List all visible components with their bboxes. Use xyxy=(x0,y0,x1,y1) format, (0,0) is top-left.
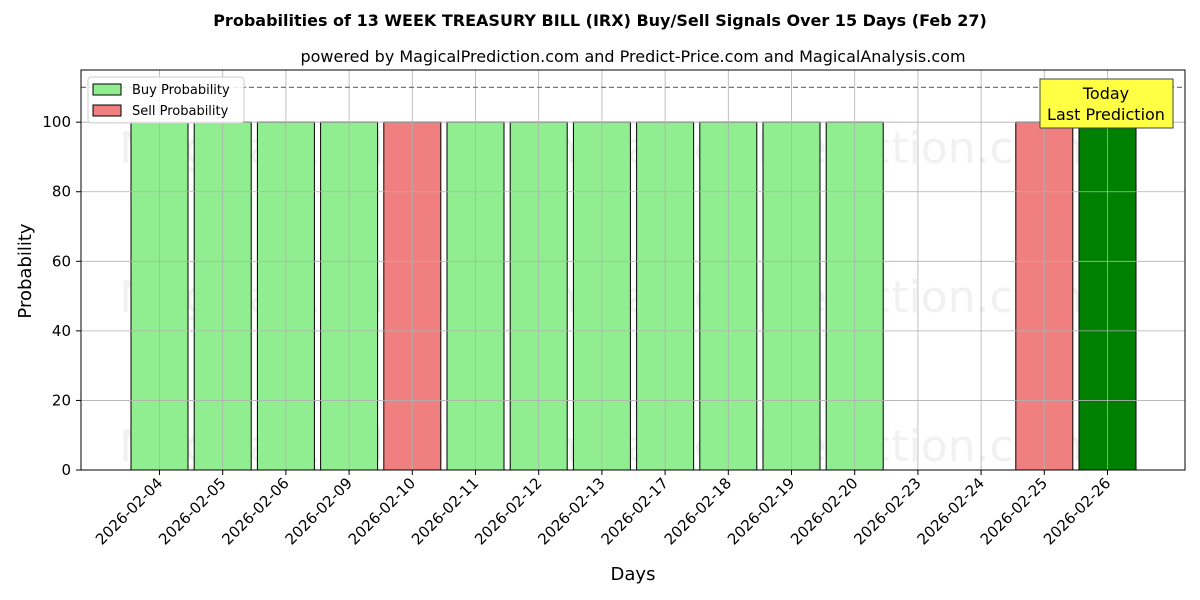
x-tick-label: 2026-02-24 xyxy=(914,474,988,548)
annotation-text: Today xyxy=(1082,84,1129,103)
x-tick-label: 2026-02-10 xyxy=(345,474,419,548)
y-axis-label: Probability xyxy=(15,223,36,318)
legend-label-sell: Sell Probability xyxy=(132,104,229,119)
y-tick-label: 100 xyxy=(42,113,71,131)
y-tick-label: 80 xyxy=(52,183,71,201)
x-tick-label: 2026-02-12 xyxy=(471,474,545,548)
y-tick-label: 20 xyxy=(52,391,71,409)
x-tick-label: 2026-02-20 xyxy=(787,474,861,548)
legend-swatch-sell xyxy=(92,104,122,117)
x-axis-label: Days xyxy=(611,564,656,585)
legend-swatch-buy xyxy=(92,83,122,96)
annotation-text: Last Prediction xyxy=(1047,105,1165,124)
y-tick-label: 60 xyxy=(52,252,71,270)
annotation-box xyxy=(1039,78,1174,129)
x-tick-label: 2026-02-19 xyxy=(724,474,798,548)
x-tick-label: 2026-02-05 xyxy=(155,474,229,548)
y-tick-label: 0 xyxy=(61,461,71,479)
y-tick-label: 40 xyxy=(52,322,71,340)
x-tick-label: 2026-02-26 xyxy=(1040,474,1114,548)
x-tick-label: 2026-02-17 xyxy=(598,474,672,548)
chart-title: Probabilities of 13 WEEK TREASURY BILL (… xyxy=(213,11,987,30)
plot-area: MagicalAnalysis.comMagicalPrediction.com… xyxy=(42,69,1186,548)
chart-subtitle: powered by MagicalPrediction.com and Pre… xyxy=(300,47,965,66)
legend-label-buy: Buy Probability xyxy=(132,83,230,98)
x-tick-label: 2026-02-25 xyxy=(977,474,1051,548)
x-tick-label: 2026-02-04 xyxy=(92,474,166,548)
x-tick-label: 2026-02-23 xyxy=(850,474,924,548)
plot-frame xyxy=(80,69,1186,471)
x-tick-label: 2026-02-09 xyxy=(282,474,356,548)
legend-box xyxy=(87,76,245,124)
x-tick-label: 2026-02-06 xyxy=(218,474,292,548)
x-tick-label: 2026-02-18 xyxy=(661,474,735,548)
x-tick-label: 2026-02-13 xyxy=(534,474,608,548)
x-tick-label: 2026-02-11 xyxy=(408,474,482,548)
